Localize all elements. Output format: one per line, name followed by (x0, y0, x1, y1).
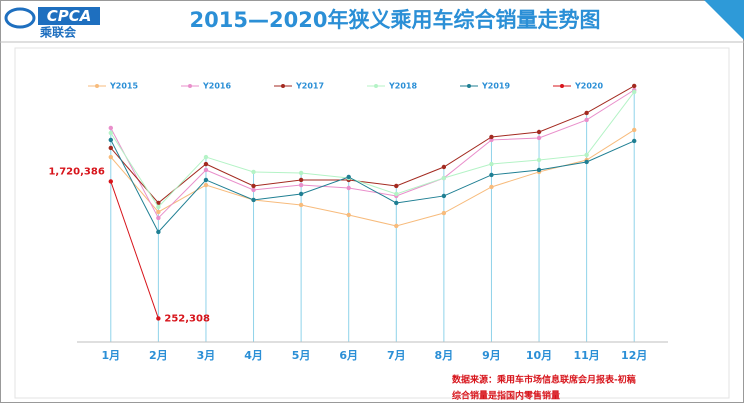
data-point (394, 183, 399, 189)
legend-marker (95, 84, 99, 88)
data-point (298, 191, 304, 197)
data-point (489, 172, 494, 178)
data-point (156, 209, 161, 215)
logo-mark: CPCA (47, 7, 92, 25)
x-tick-label: 5月 (292, 349, 311, 362)
data-point (441, 175, 447, 181)
logo-name: 乘联会 (39, 25, 77, 40)
logo-box (38, 7, 100, 25)
data-point (441, 164, 447, 170)
legend-label: Y2017 (295, 82, 324, 91)
data-point (346, 185, 351, 191)
series-line (110, 181, 159, 319)
data-point (108, 125, 113, 131)
data-point (584, 152, 589, 158)
data-point (441, 210, 447, 216)
logo: CPCA 乘联会 (4, 7, 100, 40)
x-tick-label: 7月 (387, 349, 406, 362)
data-point (108, 130, 113, 136)
data-point (584, 110, 589, 116)
x-tick-label: 12月 (621, 349, 647, 362)
data-point (251, 187, 256, 193)
x-tick-label: 10月 (526, 349, 552, 362)
data-point (203, 167, 209, 173)
corner-decoration (704, 0, 744, 40)
data-point (394, 223, 399, 229)
legend-marker (281, 84, 285, 88)
data-point (632, 89, 637, 95)
data-point (346, 174, 351, 180)
data-point (298, 177, 304, 183)
data-label: 1,720,386 (48, 166, 104, 177)
data-point (489, 184, 494, 190)
x-tick-label: 9月 (482, 349, 501, 362)
x-tick-label: 8月 (435, 349, 454, 362)
x-tick-label: 4月 (244, 349, 263, 362)
series-line (110, 89, 635, 219)
data-point (584, 159, 589, 165)
series-line (110, 91, 635, 208)
data-point (156, 316, 161, 321)
legend-marker (374, 84, 378, 88)
data-point (394, 200, 399, 206)
x-tick-label: 3月 (197, 349, 216, 362)
data-point (632, 83, 637, 89)
data-point (536, 135, 542, 141)
legend-marker (467, 84, 471, 88)
series-line (110, 85, 635, 204)
data-point (394, 191, 399, 197)
data-point (489, 134, 494, 140)
data-point (156, 200, 161, 206)
data-point (536, 157, 542, 163)
data-point (203, 177, 209, 183)
legend-marker (188, 84, 192, 88)
data-point (156, 204, 161, 210)
data-label: 252,308 (164, 313, 210, 324)
data-point (203, 182, 209, 188)
data-point (108, 137, 113, 143)
data-point (536, 167, 542, 173)
data-point (108, 154, 113, 160)
series-line (110, 129, 635, 227)
logo-emblem (4, 7, 36, 29)
chart-title: 2015—2020年狭义乘用车综合销量走势图 (190, 8, 601, 32)
data-point (632, 127, 637, 133)
data-point (298, 170, 304, 176)
legend-label: Y2015 (109, 82, 138, 91)
data-point (251, 183, 256, 189)
data-point (251, 197, 256, 203)
data-point (298, 202, 304, 208)
series-line (110, 139, 635, 233)
data-point (584, 117, 589, 123)
data-point (298, 182, 304, 188)
legend-label: Y2016 (202, 82, 231, 91)
legend-marker (560, 84, 564, 88)
data-point (346, 212, 351, 218)
data-point (156, 229, 161, 235)
legend-label: Y2018 (388, 82, 417, 91)
plot-frame (14, 47, 730, 399)
definition-note: 综合销量是指国内零售销量 (452, 390, 560, 402)
x-tick-label: 11月 (573, 349, 599, 362)
legend-label: Y2020 (574, 82, 603, 91)
data-point (441, 193, 447, 199)
data-point (203, 161, 209, 167)
data-point (489, 161, 494, 167)
data-point (632, 138, 637, 144)
data-point (108, 145, 113, 151)
x-tick-label: 6月 (339, 349, 358, 362)
data-point (251, 169, 256, 175)
legend-label: Y2019 (481, 82, 510, 91)
x-tick-label: 2月 (149, 349, 168, 362)
data-point (536, 129, 542, 135)
data-point (108, 179, 113, 184)
data-point (203, 154, 209, 160)
data-point (156, 215, 161, 221)
source-note: 数据来源：乘用车市场信息联席会月报表-初稿 (452, 374, 636, 386)
x-tick-label: 1月 (101, 349, 120, 362)
